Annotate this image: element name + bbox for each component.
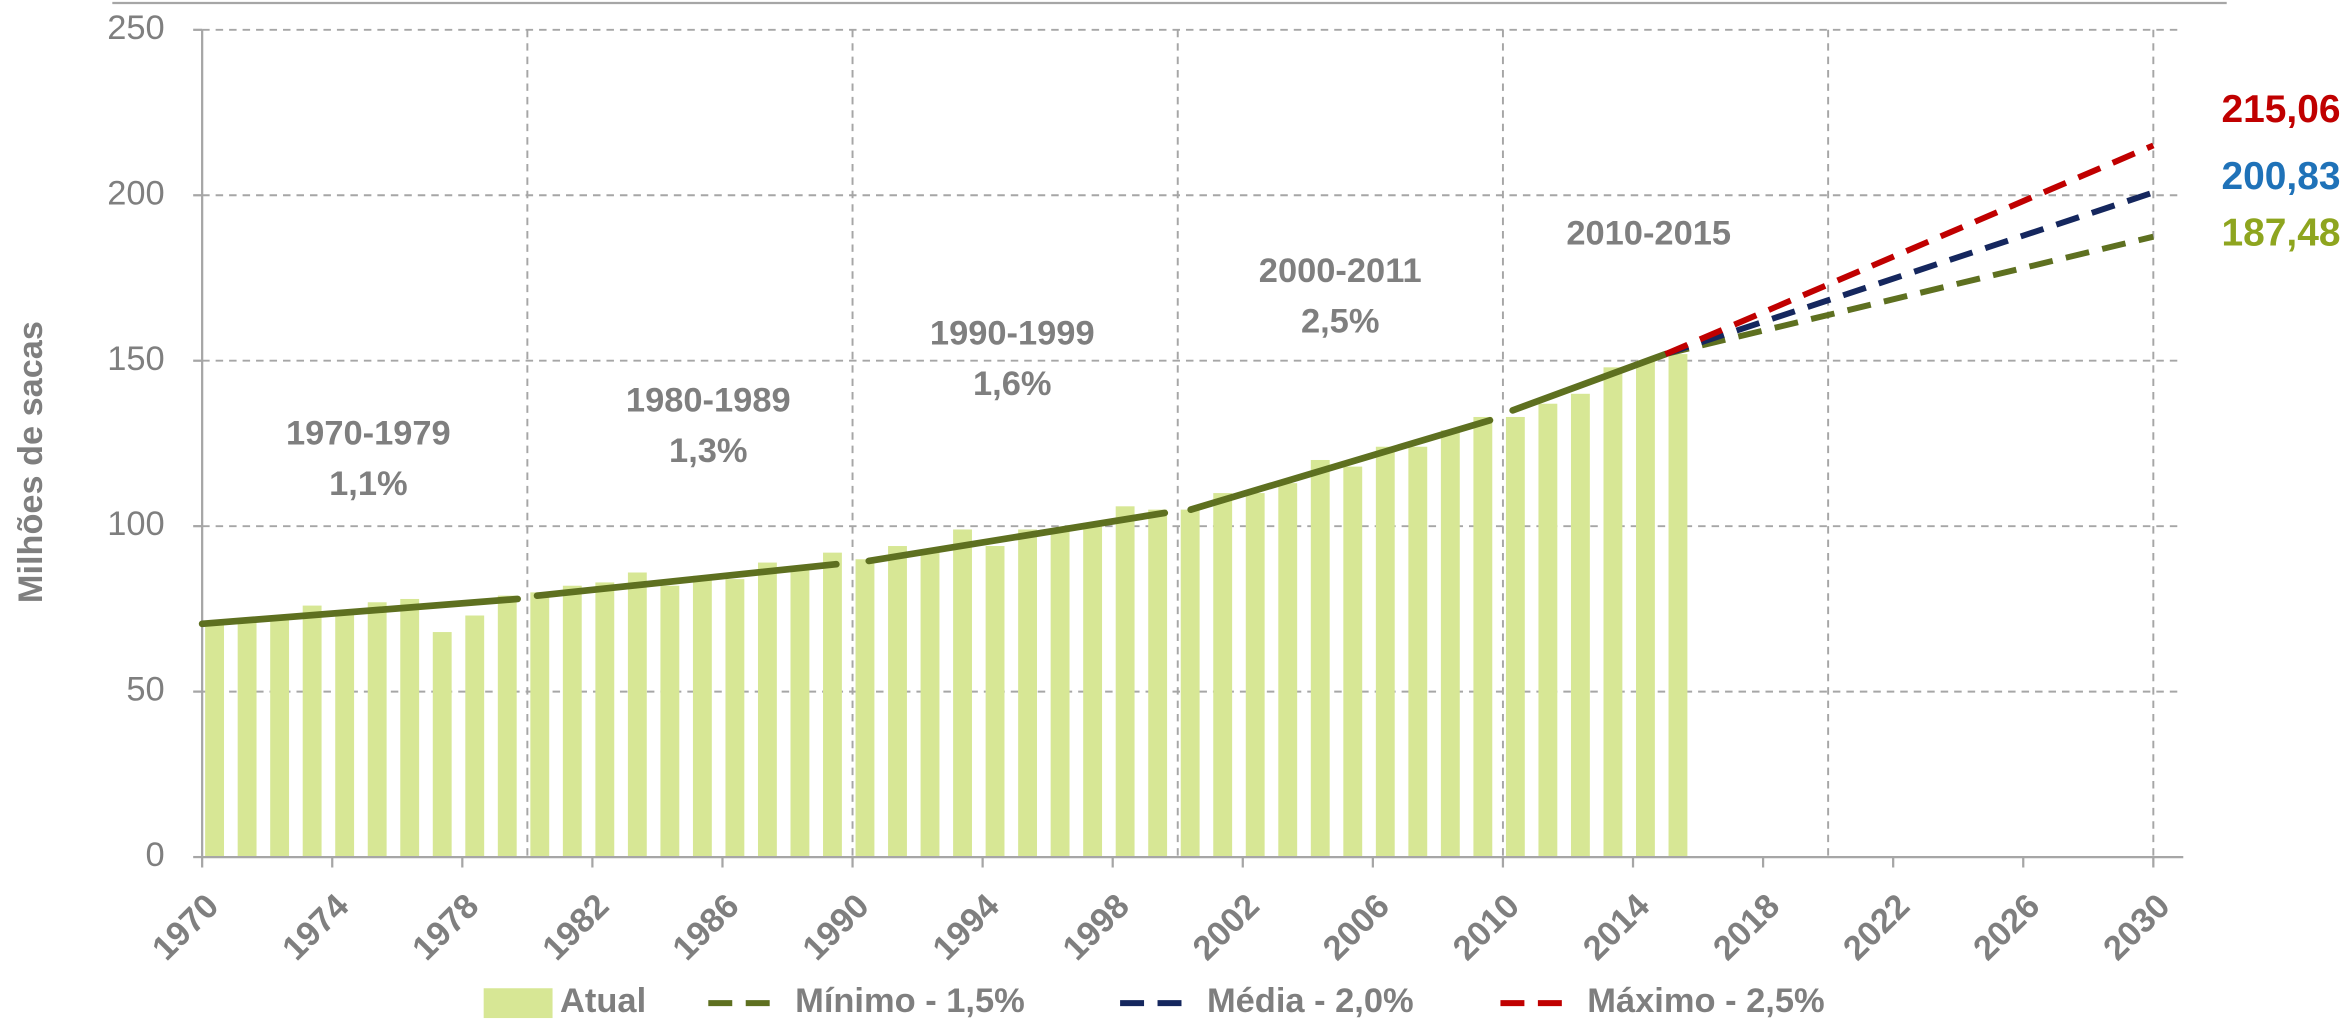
x-tick-label: 2022 (1836, 887, 1917, 968)
x-tick-label: 1998 (1056, 887, 1137, 968)
value-label: 187,48 (2221, 212, 2340, 255)
bar (497, 595, 517, 858)
bar (920, 549, 940, 858)
bar (595, 582, 615, 858)
projection-line (1664, 233, 2155, 357)
bar (1570, 393, 1590, 858)
y-axis-label: Milhões de sacas (12, 321, 50, 603)
period-annotation: 1,6% (973, 365, 1052, 403)
period-annotation: 2000-2011 (1259, 252, 1422, 290)
y-tick-label: 0 (146, 836, 165, 874)
period-annotation: 2010-2015 (1566, 215, 1731, 253)
bar (270, 615, 290, 858)
trend-line (533, 560, 840, 600)
period-annotation: 1980-1989 (626, 382, 791, 420)
bar (855, 559, 875, 858)
bar (237, 622, 257, 858)
period-annotation: 1970-1979 (286, 414, 451, 452)
value-label: 215,06 (2221, 88, 2340, 131)
y-tick-label: 150 (107, 340, 164, 378)
x-tick-label: 1970 (145, 887, 226, 968)
legend-label: Mínimo - 1,5% (795, 982, 1025, 1020)
period-annotation: 1,1% (329, 465, 408, 503)
bar (1018, 529, 1038, 858)
bar (1115, 506, 1135, 858)
bar (400, 598, 420, 858)
bar (790, 565, 810, 858)
legend-swatch (483, 988, 553, 1019)
bar (1278, 483, 1298, 858)
bar (1375, 446, 1395, 858)
bar (1213, 493, 1233, 858)
bar (205, 625, 225, 858)
legend-label: Média - 2,0% (1207, 982, 1414, 1020)
bar (1245, 493, 1265, 858)
bar (1408, 446, 1428, 858)
bar (953, 529, 972, 858)
bar (1310, 459, 1330, 858)
bar (1343, 466, 1363, 858)
y-tick-label: 50 (126, 671, 164, 709)
bar (1538, 403, 1558, 858)
bar (302, 605, 322, 858)
y-tick-label: 100 (107, 505, 164, 543)
period-annotation: 1,3% (669, 432, 748, 470)
bar (1050, 529, 1070, 858)
y-tick-label: 200 (107, 174, 164, 212)
bar (530, 592, 550, 858)
period-annotation: 1990-1999 (930, 315, 1095, 353)
x-tick-label: 1982 (535, 887, 616, 968)
bar (725, 579, 745, 858)
bar (1603, 367, 1623, 858)
value-label: 200,83 (2221, 155, 2340, 198)
bar (465, 615, 485, 858)
x-tick-label: 2010 (1446, 887, 1527, 968)
x-tick-label: 1994 (926, 887, 1007, 968)
x-tick-label: 2014 (1576, 887, 1657, 968)
trend-line (1187, 416, 1494, 513)
legend-label: Atual (560, 982, 646, 1020)
period-annotation: 2,5% (1301, 303, 1380, 341)
bar (692, 575, 712, 858)
x-tick-label: 2030 (2096, 887, 2177, 968)
trend-line (865, 509, 1169, 565)
x-tick-label: 1974 (275, 887, 356, 968)
projection-line (1664, 189, 2155, 357)
bar (757, 562, 777, 858)
x-tick-label: 2006 (1316, 887, 1397, 968)
bar (432, 632, 452, 858)
bar (1668, 354, 1688, 858)
bar (562, 585, 582, 858)
x-tick-label: 1986 (665, 887, 746, 968)
projection-line (1664, 142, 2155, 357)
y-tick-label: 250 (107, 9, 164, 47)
bar (985, 546, 1005, 858)
legend-label: Máximo - 2,5% (1587, 982, 1824, 1020)
x-tick-label: 2002 (1186, 887, 1267, 968)
bar (627, 572, 647, 858)
bar (888, 546, 907, 858)
trend-line (198, 595, 521, 628)
bar (1505, 416, 1525, 858)
bar (1636, 360, 1655, 858)
trend-line (1509, 350, 1669, 414)
bar (1180, 509, 1200, 858)
bar (1440, 430, 1460, 858)
bar (335, 612, 355, 858)
bar (367, 602, 387, 858)
x-tick-label: 1990 (796, 887, 877, 968)
bar (1148, 509, 1168, 858)
x-tick-label: 2026 (1966, 887, 2047, 968)
x-tick-label: 1978 (405, 887, 486, 968)
bar (1473, 416, 1493, 858)
bar (660, 585, 680, 858)
x-tick-label: 2018 (1706, 887, 1787, 968)
bar (1083, 522, 1103, 858)
bar (823, 552, 842, 858)
